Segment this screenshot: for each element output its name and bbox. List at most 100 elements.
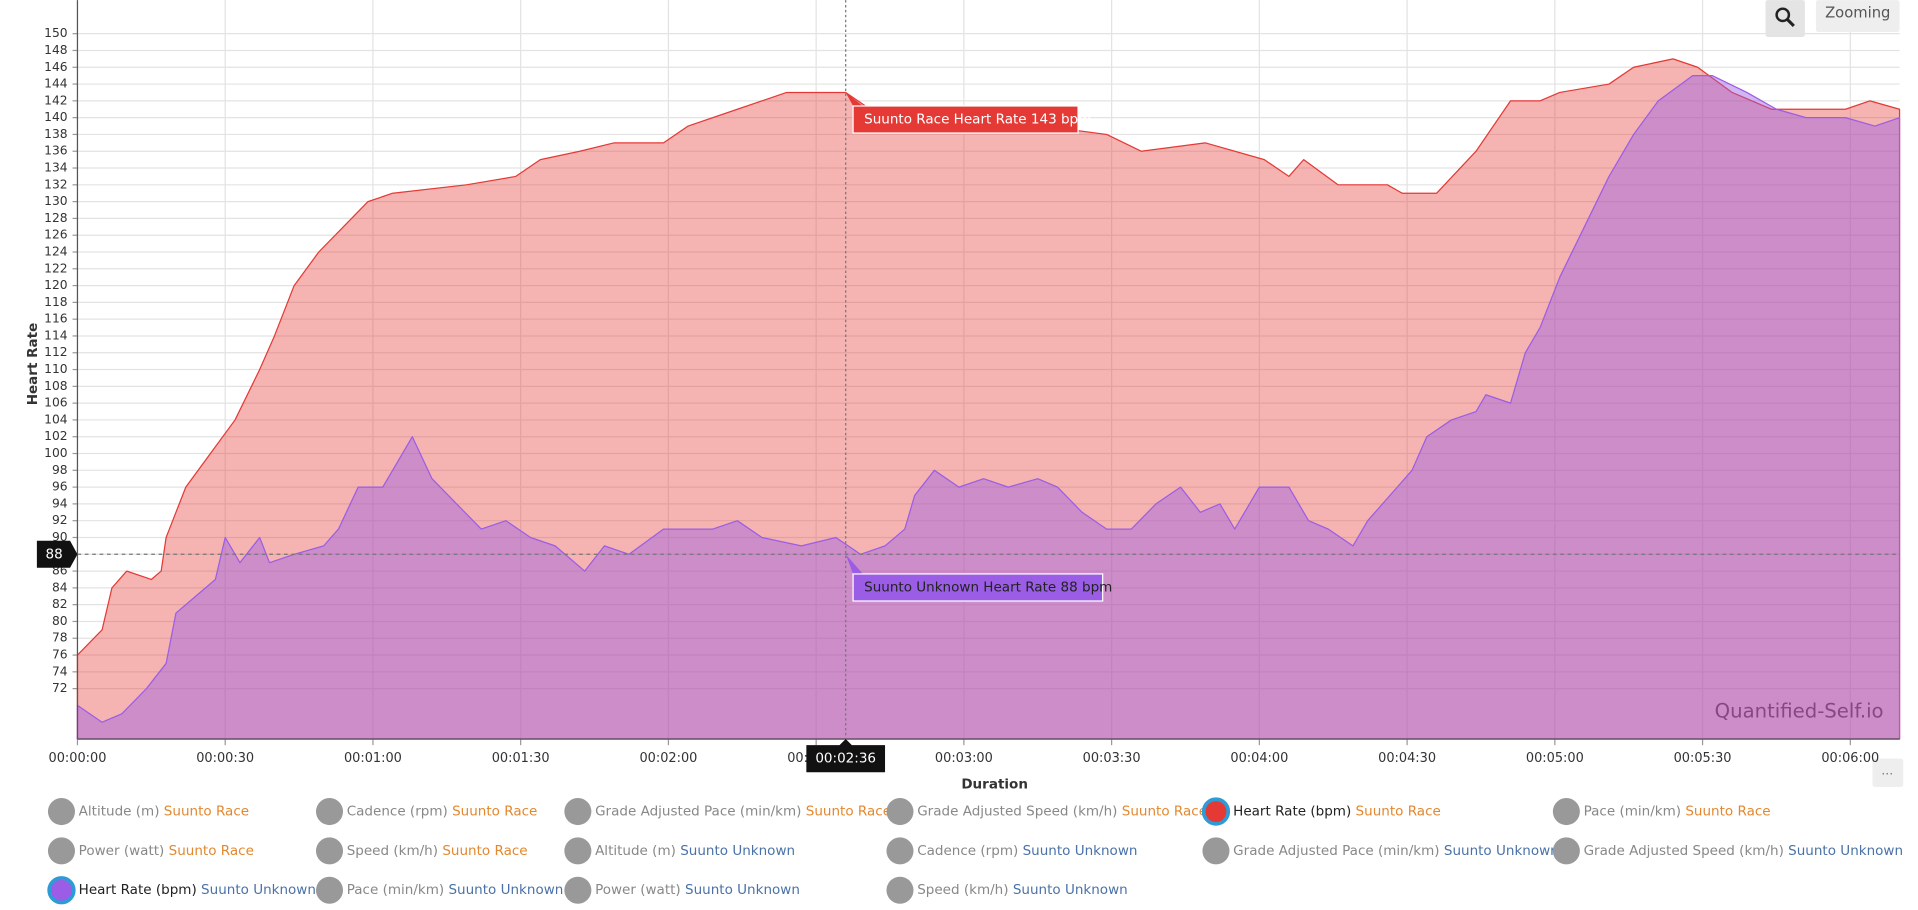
legend-label: Grade Adjusted Pace (min/km) Suunto Race [595,804,891,820]
y-tick-label: 94 [52,496,68,510]
legend-name: Grade Adjusted Pace (min/km) [1233,843,1439,859]
legend-label: Grade Adjusted Speed (km/h) Suunto Unkno… [1584,843,1903,859]
x-tick-label: 00:05:00 [1526,751,1584,766]
legend-item[interactable]: Power (watt) Suunto Unknown [564,876,800,904]
x-tick-label: 00:00:00 [49,751,107,766]
crosshair-x-label: 00:02:36 [815,751,876,767]
x-tick-label: 00:04:30 [1378,751,1436,766]
y-tick-label: 84 [52,580,68,594]
y-tick-label: 136 [44,144,68,158]
legend-device: Suunto Unknown [201,882,316,898]
y-tick-label: 148 [44,43,67,57]
legend-device: Suunto Unknown [1013,882,1128,898]
legend-label: Power (watt) Suunto Unknown [595,882,800,898]
y-tick-label: 112 [44,345,67,359]
x-tick-label: 00:03:30 [1083,751,1141,766]
y-tick-label: 102 [44,429,67,443]
y-tick-label: 82 [52,597,68,611]
legend-device: Suunto Unknown [1023,843,1138,859]
x-tick-label: 00:06:00 [1821,751,1879,766]
y-tick-label: 128 [44,211,67,225]
y-tick-label: 100 [44,446,67,460]
crosshair-x-box [806,739,886,773]
zoom-button[interactable] [1815,0,1900,33]
legend-item[interactable]: Cadence (rpm) Suunto Race [315,798,537,826]
y-tick-label: 118 [44,295,67,309]
y-tick-label: 108 [44,379,67,393]
y-tick-label: 92 [52,513,68,527]
legend-device: Suunto Unknown [680,843,795,859]
y-tick-label: 132 [44,177,67,191]
y-tick-label: 80 [52,614,68,628]
y-tick-label: 72 [52,681,68,695]
legend-item[interactable]: Pace (min/km) Suunto Unknown [315,876,564,904]
legend-swatch [886,837,914,865]
legend-label: Cadence (rpm) Suunto Unknown [917,843,1137,859]
legend-name: Speed (km/h) [347,843,438,859]
zoom-icon-button[interactable] [1765,0,1805,37]
legend-label: Grade Adjusted Speed (km/h) Suunto Race [917,804,1207,820]
legend-label: Grade Adjusted Pace (min/km) Suunto Unkn… [1233,843,1559,859]
x-tick-label: 00:00:30 [196,751,254,766]
legend-name: Cadence (rpm) [917,843,1018,859]
zoom-button-label[interactable]: Zooming [1825,5,1890,22]
legend-item[interactable]: Speed (km/h) Suunto Unknown [886,876,1128,904]
legend-item[interactable]: Grade Adjusted Pace (min/km) Suunto Race [564,798,891,826]
legend-device: Suunto Race [452,804,537,820]
tooltip-pointer [845,92,863,106]
watermark: Quantified-Self.io [1715,699,1884,722]
legend-item[interactable]: Heart Rate (bpm) Suunto Race [1201,797,1441,826]
legend-swatch [47,837,75,865]
legend-device: Suunto Race [164,804,249,820]
y-tick-label: 124 [44,244,68,258]
y-tick-label: 150 [44,26,67,40]
x-tick-label: 00:04:00 [1230,751,1288,766]
legend-item[interactable]: Speed (km/h) Suunto Race [315,837,528,865]
legend-swatch [315,837,344,865]
y-tick-label: 140 [44,110,67,124]
legend-item[interactable]: Altitude (m) Suunto Unknown [564,837,795,865]
legend-name: Pace (min/km) [1584,804,1681,820]
x-tick-label: 00:03:00 [935,751,993,766]
y-tick-label: 110 [44,362,67,376]
legend-name: Heart Rate (bpm) [1233,804,1351,820]
legend-device: Suunto Unknown [448,882,563,898]
legend-label: Power (watt) Suunto Race [79,843,254,859]
crosshair-y-box [36,540,78,568]
more-button-label[interactable]: ... [1881,763,1893,777]
legend-device: Suunto Unknown [1444,843,1559,859]
y-tick-label: 120 [44,278,67,292]
legend-item[interactable]: Grade Adjusted Speed (km/h) Suunto Race [886,798,1207,826]
legend-label: Pace (min/km) Suunto Unknown [347,882,564,898]
x-tick-label: 00:05:30 [1674,751,1732,766]
area-1 [76,75,1901,740]
legend-label: Heart Rate (bpm) Suunto Race [1233,804,1441,820]
legend-item[interactable]: Grade Adjusted Speed (km/h) Suunto Unkno… [1552,837,1903,865]
legend-label: Pace (min/km) Suunto Race [1584,804,1771,820]
legend-item[interactable]: Power (watt) Suunto Race [47,837,254,865]
legend-item[interactable]: Cadence (rpm) Suunto Unknown [886,837,1137,865]
tooltip-text: Suunto Race Heart Rate 143 bpm [864,112,1091,128]
more-button[interactable] [1872,758,1904,787]
legend-item[interactable]: Pace (min/km) Suunto Race [1552,798,1771,826]
legend-name: Altitude (m) [595,843,676,859]
y-tick-label: 114 [44,328,68,342]
x-tick-label: 00:01:00 [344,751,402,766]
legend-item[interactable]: Altitude (m) Suunto Race [47,798,249,826]
legend-name: Pace (min/km) [347,882,444,898]
legend-swatch [886,798,914,826]
legend-swatch [1552,798,1580,826]
legend-label: Speed (km/h) Suunto Unknown [917,882,1128,898]
legend-item[interactable]: Heart Rate (bpm) Suunto Unknown [47,876,316,905]
legend-item[interactable]: Grade Adjusted Pace (min/km) Suunto Unkn… [1202,837,1559,865]
legend-device: Suunto Race [169,843,254,859]
tooltip-box [852,105,1079,134]
grid [76,0,1900,740]
x-tick-label: 00:02:00 [639,751,697,766]
legend-device: Suunto Race [1356,804,1441,820]
legend-name: Altitude (m) [79,804,160,820]
y-tick-label: 98 [52,463,68,477]
y-tick-label: 78 [52,631,68,645]
y-tick-label: 134 [44,161,68,175]
